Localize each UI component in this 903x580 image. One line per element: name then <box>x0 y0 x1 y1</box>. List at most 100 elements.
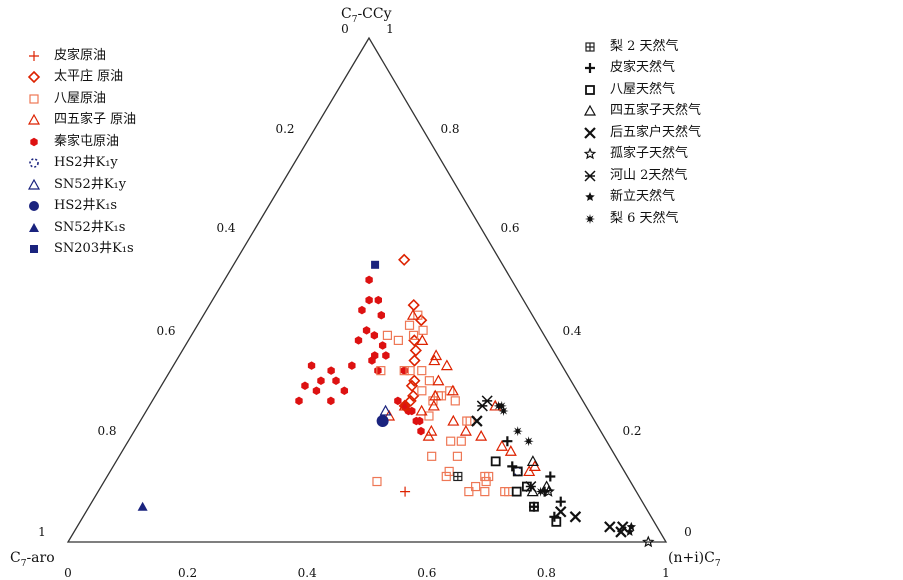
bottom-tick-label: 0.4 <box>298 566 317 580</box>
legend-label: 八屋天然气 <box>610 81 676 97</box>
ternary-triangle <box>66 36 668 543</box>
legend-label: 河山 2天然气 <box>610 167 688 183</box>
legend-right-entry: 八屋天然气 <box>580 79 701 101</box>
data-point <box>428 396 438 406</box>
data-point <box>427 399 440 411</box>
legend-right-entry: 孤家子天然气 <box>580 144 701 166</box>
data-point <box>376 415 389 428</box>
legend-symbol-icon <box>584 170 596 182</box>
legend-left-entry: SN203井K₁s <box>24 239 136 261</box>
data-point <box>371 260 380 269</box>
legend-right-entry: 梨 6 天然气 <box>580 208 701 230</box>
left-tick-label: 0.2 <box>275 122 294 136</box>
data-point <box>427 451 437 461</box>
right-tick-label: 0.2 <box>622 424 641 438</box>
data-point <box>441 471 451 482</box>
legend-label: 八屋原油 <box>54 90 107 106</box>
data-point <box>480 487 490 497</box>
data-point <box>362 326 371 335</box>
data-point <box>405 379 419 392</box>
legend-label: 秦家屯原油 <box>54 133 120 149</box>
left-tick-label: 0.4 <box>216 221 235 235</box>
legend-left-entry: HS2井K₁y <box>24 153 136 175</box>
data-point <box>512 466 523 477</box>
data-point <box>502 436 513 447</box>
legend-left: 皮家原油 太平庄 原油 八屋原油 四五家子 原油 秦家屯原油 HS2井K₁y SN52井K₁… <box>24 45 136 260</box>
data-point <box>409 344 422 357</box>
data-point <box>404 320 415 330</box>
data-point <box>327 396 335 406</box>
data-point <box>295 396 303 406</box>
data-point <box>354 336 363 345</box>
left-tick-label: 0.6 <box>156 324 175 338</box>
data-point <box>378 341 387 350</box>
legend-symbol-icon <box>30 245 38 254</box>
legend-left-entry: 太平庄 原油 <box>24 67 136 89</box>
data-point <box>464 487 474 497</box>
data-point <box>424 411 434 421</box>
legend-label: 四五家子天然气 <box>610 103 702 119</box>
data-point <box>459 424 472 436</box>
legend-right-entry: 梨 2 天然气 <box>580 36 701 58</box>
data-point <box>523 465 536 477</box>
bottom-tick-label: 0.8 <box>537 566 556 580</box>
data-point <box>399 366 409 376</box>
data-point <box>453 471 463 482</box>
legend-right-entry: 后五家户天然气 <box>580 122 701 144</box>
data-point <box>555 496 566 507</box>
legend-symbol-icon <box>27 114 41 125</box>
data-point <box>394 396 402 406</box>
bottom-tick-label: 0.2 <box>178 566 197 580</box>
right-tick-label: 0.4 <box>562 324 581 338</box>
data-point <box>604 521 616 533</box>
data-point <box>368 356 376 365</box>
data-point <box>498 405 509 416</box>
legend-label: 皮家原油 <box>54 47 107 63</box>
legend-left-entry: 秦家屯原油 <box>24 131 136 153</box>
right-axis-label: (n+i)C7 <box>668 550 721 569</box>
legend-label: 梨 2 天然气 <box>610 38 679 54</box>
data-point <box>549 511 560 522</box>
data-point <box>407 389 420 402</box>
legend-symbol-icon <box>29 158 39 169</box>
data-point <box>415 416 424 426</box>
data-point <box>400 486 411 497</box>
legend-right-entry: 四五家子天然气 <box>580 101 701 123</box>
data-point <box>462 416 472 426</box>
bottom-tick-label: 0.6 <box>417 566 436 580</box>
data-point <box>504 445 517 456</box>
legend-symbol-icon <box>585 213 595 224</box>
legend-label: 孤家子天然气 <box>610 146 689 162</box>
data-point <box>523 436 534 447</box>
data-point <box>542 485 555 497</box>
data-point <box>525 481 537 493</box>
data-point <box>406 308 419 320</box>
top-tick-label: 0 <box>341 22 349 36</box>
legend-label: 皮家天然气 <box>610 60 676 76</box>
data-point <box>317 376 325 385</box>
data-point <box>465 416 475 426</box>
bottom-tick-label: 0 <box>64 566 72 580</box>
legend-left-entry: 皮家原油 <box>24 45 136 67</box>
data-point <box>424 376 434 386</box>
legend-symbol-icon <box>583 105 597 116</box>
legend-symbol-icon <box>30 137 38 146</box>
data-point <box>450 396 460 406</box>
legend-label: SN52井K₁s <box>54 219 126 235</box>
legend-symbol-icon <box>585 84 595 95</box>
legend-label: 新立天然气 <box>610 189 676 205</box>
legend-label: HS2井K₁s <box>54 198 118 214</box>
data-point <box>398 399 411 413</box>
data-point <box>554 505 567 518</box>
data-point <box>417 426 425 436</box>
legend-symbol-icon <box>27 178 41 190</box>
data-point <box>408 330 419 340</box>
data-point <box>365 275 373 285</box>
legend-left-entry: 八屋原油 <box>24 88 136 110</box>
right-tick-label: 0.8 <box>440 122 459 136</box>
right-tick-label: 0 <box>684 525 692 539</box>
data-point <box>526 455 539 466</box>
data-point <box>446 384 459 396</box>
data-point <box>407 298 420 312</box>
